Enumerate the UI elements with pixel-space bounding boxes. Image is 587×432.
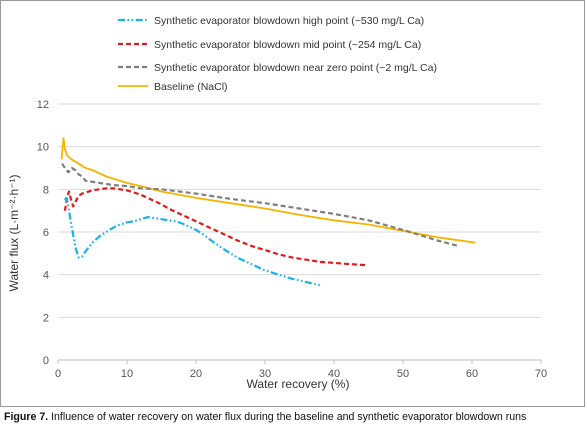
- caption-label: Figure 7.: [4, 411, 49, 423]
- figure-frame: [0, 0, 585, 407]
- series-line-3: [61, 163, 459, 247]
- x-tick-label: 70: [535, 368, 547, 380]
- y-tick-label: 12: [37, 99, 49, 111]
- legend: Synthetic evaporator blowdown high point…: [118, 15, 437, 93]
- x-tick-label: 50: [397, 368, 409, 380]
- legend-label-2: Synthetic evaporator blowdown mid point …: [154, 39, 421, 51]
- x-tick-label: 30: [259, 368, 271, 380]
- line-chart: 0 2 4 6 8 10 12 0 10 20 30 40 50 60 70 Synthetic evapo…: [7, 15, 547, 391]
- y-tick-label: 4: [43, 270, 49, 282]
- gridlines: [58, 103, 541, 318]
- series-lines: [60, 137, 476, 287]
- x-tick-label: 10: [121, 368, 133, 380]
- x-axis-title: Water recovery (%): [247, 377, 350, 391]
- caption-text: Influence of water recovery on water flu…: [48, 411, 527, 423]
- legend-label-4: Baseline (NaCl): [154, 81, 228, 93]
- x-tick-label: 0: [55, 368, 61, 380]
- y-tick-label: 6: [43, 227, 49, 239]
- x-tick-label: 60: [466, 368, 478, 380]
- series-line-2: [63, 187, 366, 267]
- y-tick-label: 8: [43, 184, 49, 196]
- x-tick-label: 20: [190, 368, 202, 380]
- series-line-4: [60, 137, 476, 244]
- axes: 0 2 4 6 8 10 12 0 10 20 30 40 50 60 70: [37, 99, 547, 380]
- figure-caption: Figure 7. Influence of water recovery on…: [4, 411, 587, 423]
- y-tick-label: 0: [43, 355, 49, 367]
- legend-label-1: Synthetic evaporator blowdown high point…: [154, 15, 424, 27]
- legend-label-3: Synthetic evaporator blowdown near zero …: [154, 62, 437, 74]
- y-axis-title: Water flux (L·m⁻²·h⁻¹): [7, 175, 21, 292]
- y-tick-label: 10: [37, 142, 49, 154]
- y-tick-label: 2: [43, 312, 49, 324]
- x-tick-label: 40: [328, 368, 340, 380]
